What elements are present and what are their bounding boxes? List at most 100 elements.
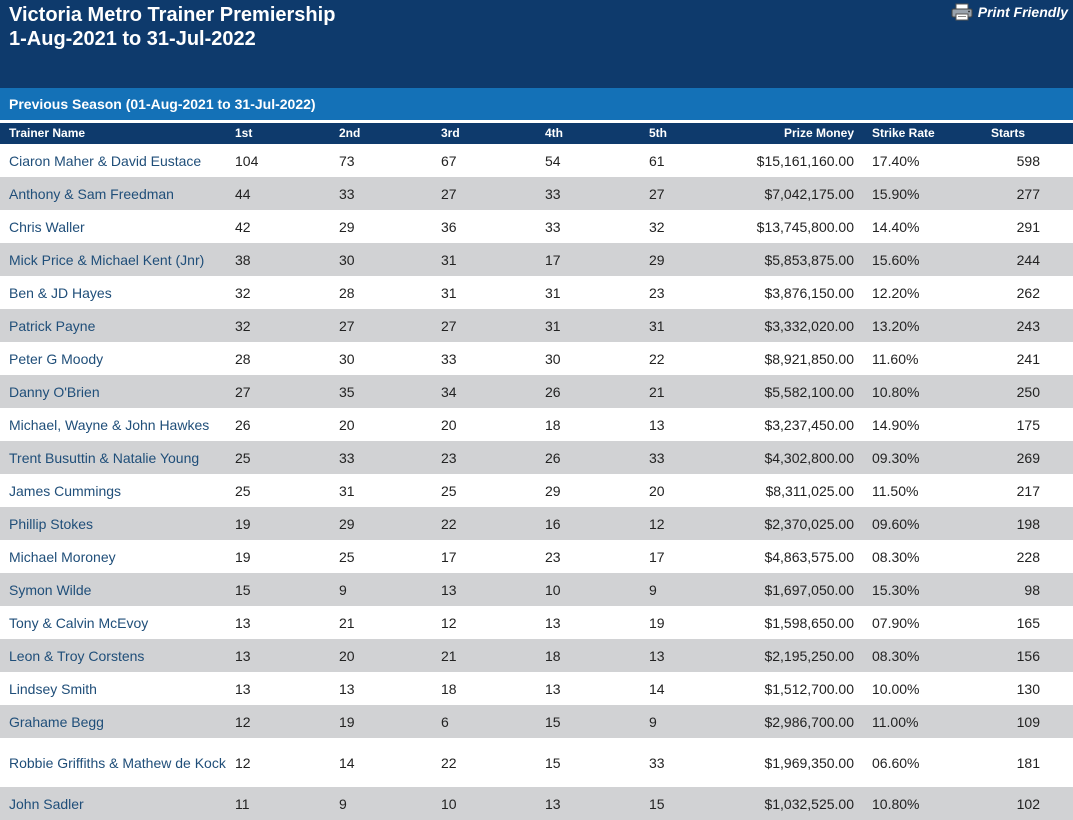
cell-1st: 13 xyxy=(235,614,251,631)
col-header-5th[interactable]: 5th xyxy=(649,126,667,140)
cell-3rd: 18 xyxy=(441,680,457,697)
trainer-name-link[interactable]: Chris Waller xyxy=(9,218,85,235)
cell-starts: 109 xyxy=(1016,713,1040,730)
trainer-name-link[interactable]: Patrick Payne xyxy=(9,317,96,334)
col-header-2nd[interactable]: 2nd xyxy=(339,126,361,140)
table-row: Robbie Griffiths & Mathew de Kock 12 14 22 1… xyxy=(0,738,1073,787)
trainer-name-link[interactable]: Grahame Begg xyxy=(9,713,104,730)
cell-1st: 32 xyxy=(235,284,251,301)
cell-3rd: 17 xyxy=(441,548,457,565)
cell-4th: 15 xyxy=(545,754,561,771)
cell-5th: 20 xyxy=(649,482,665,499)
cell-5th: 15 xyxy=(649,795,665,812)
cell-4th: 54 xyxy=(545,152,561,169)
cell-2nd: 14 xyxy=(339,754,355,771)
cell-4th: 29 xyxy=(545,482,561,499)
cell-4th: 33 xyxy=(545,185,561,202)
cell-strike-rate: 08.30% xyxy=(872,548,920,565)
cell-strike-rate: 10.80% xyxy=(872,383,920,400)
cell-4th: 26 xyxy=(545,383,561,400)
trainer-name-link[interactable]: Phillip Stokes xyxy=(9,515,94,532)
page-header: Victoria Metro Trainer Premiership 1-Aug… xyxy=(0,0,1073,88)
premiership-table: Trainer Name 1st 2nd 3rd 4th 5th Prize M… xyxy=(0,123,1073,820)
title-line-2: 1-Aug-2021 to 31-Jul-2022 xyxy=(9,28,256,50)
cell-1st: 25 xyxy=(235,482,251,499)
cell-4th: 13 xyxy=(545,680,561,697)
cell-starts: 102 xyxy=(1016,795,1040,812)
trainer-name-link[interactable]: Michael, Wayne & John Hawkes xyxy=(9,416,210,433)
print-friendly-label[interactable]: Print Friendly xyxy=(977,4,1068,20)
col-header-strike-rate[interactable]: Strike Rate xyxy=(872,126,935,140)
cell-prize-money: $1,512,700.00 xyxy=(764,680,854,697)
trainer-name-link[interactable]: Symon Wilde xyxy=(9,581,92,598)
trainer-name-link[interactable]: Leon & Troy Corstens xyxy=(9,647,145,664)
table-row: Ben & JD Hayes 32 28 31 31 23 $3,876,150.00 12.… xyxy=(0,276,1073,309)
trainer-name-link[interactable]: John Sadler xyxy=(9,795,84,812)
cell-3rd: 33 xyxy=(441,350,457,367)
trainer-name-link[interactable]: Robbie Griffiths & Mathew de Kock xyxy=(9,754,226,771)
cell-4th: 31 xyxy=(545,284,561,301)
trainer-name-link[interactable]: Ben & JD Hayes xyxy=(9,284,112,301)
cell-1st: 19 xyxy=(235,515,251,532)
trainer-name-link[interactable]: Lindsey Smith xyxy=(9,680,97,697)
cell-2nd: 30 xyxy=(339,251,355,268)
table-row: Michael Moroney 19 25 17 23 17 $4,863,575.00 08… xyxy=(0,540,1073,573)
table-row: Mick Price & Michael Kent (Jnr) 38 30 31 17 2… xyxy=(0,243,1073,276)
cell-strike-rate: 06.60% xyxy=(872,754,920,771)
col-header-1st[interactable]: 1st xyxy=(235,126,253,140)
table-row: Anthony & Sam Freedman 44 33 27 33 27 $7,042,1… xyxy=(0,177,1073,210)
trainer-name-link[interactable]: Peter G Moody xyxy=(9,350,104,367)
cell-prize-money: $1,032,525.00 xyxy=(764,795,854,812)
cell-5th: 27 xyxy=(649,185,665,202)
cell-1st: 42 xyxy=(235,218,251,235)
trainer-name-link[interactable]: Tony & Calvin McEvoy xyxy=(9,614,149,631)
table-row: Symon Wilde 15 9 13 10 9 $1,697,050.00 15.30% 98 xyxy=(0,573,1073,606)
cell-starts: 156 xyxy=(1016,647,1040,664)
cell-5th: 22 xyxy=(649,350,665,367)
cell-3rd: 27 xyxy=(441,185,457,202)
cell-starts: 175 xyxy=(1016,416,1040,433)
cell-3rd: 67 xyxy=(441,152,457,169)
cell-5th: 32 xyxy=(649,218,665,235)
cell-strike-rate: 17.40% xyxy=(872,152,920,169)
cell-4th: 33 xyxy=(545,218,561,235)
printer-icon xyxy=(951,3,973,21)
cell-2nd: 27 xyxy=(339,317,355,334)
cell-5th: 12 xyxy=(649,515,665,532)
cell-strike-rate: 14.40% xyxy=(872,218,920,235)
cell-3rd: 13 xyxy=(441,581,457,598)
col-header-4th[interactable]: 4th xyxy=(545,126,563,140)
col-header-trainer-name[interactable]: Trainer Name xyxy=(9,126,86,140)
trainer-name-link[interactable]: Danny O'Brien xyxy=(9,383,100,400)
cell-strike-rate: 09.30% xyxy=(872,449,920,466)
cell-2nd: 33 xyxy=(339,449,355,466)
table-row: Tony & Calvin McEvoy 13 21 12 13 19 $1,598,650… xyxy=(0,606,1073,639)
cell-5th: 13 xyxy=(649,647,665,664)
cell-starts: 130 xyxy=(1016,680,1040,697)
cell-1st: 12 xyxy=(235,713,251,730)
col-header-starts[interactable]: Starts xyxy=(991,126,1026,140)
trainer-name-link[interactable]: Mick Price & Michael Kent (Jnr) xyxy=(9,251,205,268)
col-header-3rd[interactable]: 3rd xyxy=(441,126,460,140)
cell-2nd: 9 xyxy=(339,795,347,812)
trainer-name-link[interactable]: James Cummings xyxy=(9,482,122,499)
cell-2nd: 29 xyxy=(339,218,355,235)
table-row: Lindsey Smith 13 13 18 13 14 $1,512,700.00 10.0… xyxy=(0,672,1073,705)
cell-5th: 33 xyxy=(649,449,665,466)
cell-4th: 16 xyxy=(545,515,561,532)
cell-1st: 38 xyxy=(235,251,251,268)
cell-2nd: 33 xyxy=(339,185,355,202)
print-friendly-link[interactable]: Print Friendly xyxy=(951,3,1068,21)
season-heading: Previous Season (01-Aug-2021 to 31-Jul-2… xyxy=(0,88,1073,120)
col-header-prize-money[interactable]: Prize Money xyxy=(783,126,854,140)
cell-4th: 15 xyxy=(545,713,561,730)
trainer-name-link[interactable]: Michael Moroney xyxy=(9,548,116,565)
trainer-name-link[interactable]: Ciaron Maher & David Eustace xyxy=(9,152,202,169)
trainer-name-link[interactable]: Anthony & Sam Freedman xyxy=(9,185,174,202)
table-row: Leon & Troy Corstens 13 20 21 18 13 $2,195,250… xyxy=(0,639,1073,672)
cell-prize-money: $5,582,100.00 xyxy=(764,383,854,400)
cell-5th: 21 xyxy=(649,383,665,400)
cell-3rd: 22 xyxy=(441,754,457,771)
cell-prize-money: $7,042,175.00 xyxy=(764,185,854,202)
trainer-name-link[interactable]: Trent Busuttin & Natalie Young xyxy=(9,449,200,466)
